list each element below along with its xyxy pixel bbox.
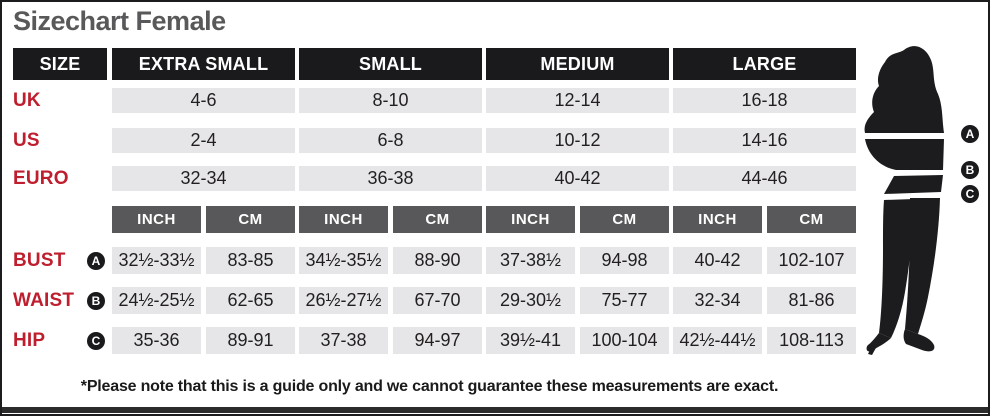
unit-pair-small: INCH CM [299,206,482,233]
measurement-row-waist: WAIST B 24½-25½ 62-65 26½-27½ 67-70 29-3… [13,287,856,314]
size-header-cell: SIZE [13,48,107,80]
female-silhouette [864,46,944,355]
inch-cell: 32½-33½ [112,247,201,274]
measurement-label-waist: WAIST B [13,287,107,314]
value-cell: 8-10 [299,88,482,113]
column-header-large: LARGE [673,48,856,80]
value-cell: 40-42 [486,166,669,191]
cm-cell: 89-91 [206,327,295,354]
hip-label: HIP [13,329,46,351]
page-title: Sizechart Female [13,6,226,36]
value-cell: 32-34 [112,166,295,191]
inch-cell: 24½-25½ [112,287,201,314]
inch-cell: 39½-41 [486,327,575,354]
inch-cell: 37-38½ [486,247,575,274]
value-cell: 6-8 [299,128,482,153]
footnote: *Please note that this is a guide only a… [80,378,779,395]
region-row-euro: EURO 32-34 36-38 40-42 44-46 [13,166,856,191]
value-cell: 14-16 [673,128,856,153]
column-header-medium: MEDIUM [486,48,669,80]
value-cell: 4-6 [112,88,295,113]
measurement-label-hip: HIP C [13,327,107,354]
inch-header: INCH [299,206,388,233]
inch-header: INCH [112,206,201,233]
region-row-us: US 2-4 6-8 10-12 14-16 [13,128,856,153]
figure-marker-c: C [961,185,979,203]
inch-header: INCH [673,206,762,233]
cm-cell: 108-113 [767,327,856,354]
measurement-row-hip: HIP C 35-36 89-91 37-38 94-97 39½-41 100… [13,327,856,354]
cm-cell: 67-70 [393,287,482,314]
column-header-extra-small: EXTRA SMALL [112,48,295,80]
inch-cell: 29-30½ [486,287,575,314]
cm-header: CM [393,206,482,233]
value-cell: 12-14 [486,88,669,113]
unit-row-spacer [13,206,107,233]
region-label-euro: EURO [13,167,69,189]
unit-header-row: INCH CM INCH CM INCH CM INCH CM [13,206,856,233]
marker-badge-c: C [87,331,105,350]
region-label-us: US [13,129,40,151]
inch-cell: 32-34 [673,287,762,314]
unit-pair-large: INCH CM [673,206,856,233]
value-cell: 10-12 [486,128,669,153]
value-cell: 36-38 [299,166,482,191]
cm-cell: 62-65 [206,287,295,314]
inch-cell: 37-38 [299,327,388,354]
measurement-row-bust: BUST A 32½-33½ 83-85 34½-35½ 88-90 37-38… [13,247,856,274]
cm-cell: 102-107 [767,247,856,274]
inch-cell: 35-36 [112,327,201,354]
waist-label: WAIST [13,289,75,311]
cm-cell: 94-97 [393,327,482,354]
column-header-small: SMALL [299,48,482,80]
value-cell: 16-18 [673,88,856,113]
inch-cell: 40-42 [673,247,762,274]
marker-badge-b: B [87,291,105,310]
cm-cell: 75-77 [580,287,669,314]
cm-cell: 81-86 [767,287,856,314]
cm-cell: 83-85 [206,247,295,274]
cm-cell: 94-98 [580,247,669,274]
inch-cell: 26½-27½ [299,287,388,314]
table-header-row: SIZE EXTRA SMALL SMALL MEDIUM LARGE [13,48,856,80]
inch-header: INCH [486,206,575,233]
cm-header: CM [206,206,295,233]
inch-cell: 34½-35½ [299,247,388,274]
value-cell: 2-4 [112,128,295,153]
marker-badge-a: A [87,251,105,270]
figure-marker-b: B [961,161,979,179]
figure-marker-a: A [961,125,979,143]
unit-pair-medium: INCH CM [486,206,669,233]
measurement-label-bust: BUST A [13,247,107,274]
cm-header: CM [767,206,856,233]
bust-label: BUST [13,249,66,271]
region-label-uk: UK [13,89,41,111]
cm-header: CM [580,206,669,233]
cm-cell: 100-104 [580,327,669,354]
bottom-bar [2,407,988,413]
inch-cell: 42½-44½ [673,327,762,354]
unit-pair-extra-small: INCH CM [112,206,295,233]
cm-cell: 88-90 [393,247,482,274]
region-row-uk: UK 4-6 8-10 12-14 16-18 [13,88,856,113]
value-cell: 44-46 [673,166,856,191]
